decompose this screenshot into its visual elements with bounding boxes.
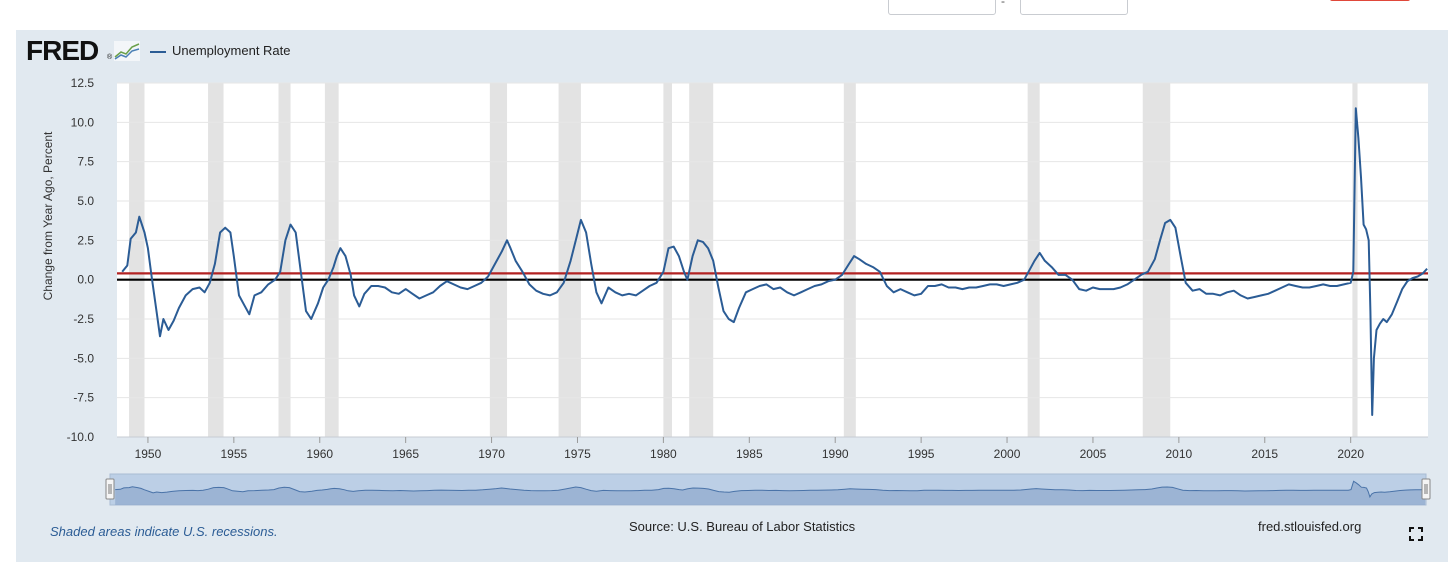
- navigator-series-area: [115, 481, 1426, 505]
- recession-band: [558, 83, 581, 437]
- x-tick-label: 1960: [306, 447, 333, 461]
- fred-graph-icon: [114, 41, 140, 61]
- recession-note: Shaded areas indicate U.S. recessions.: [50, 524, 278, 539]
- y-tick-label: 2.5: [77, 233, 94, 247]
- source-text: Source: U.S. Bureau of Labor Statistics: [629, 519, 856, 534]
- navigator-right-handle[interactable]: [1421, 478, 1431, 500]
- x-tick-label: 2015: [1251, 447, 1278, 461]
- fullscreen-icon[interactable]: [1409, 527, 1423, 541]
- recession-band: [689, 83, 714, 437]
- plot-area: [117, 83, 1428, 437]
- y-tick-label: 10.0: [71, 115, 95, 129]
- unemployment-chart[interactable]: 12.5 10.0 7.5 5.0 2.5 0.0 -2.5 -5.0 -7.5 -10.0 195…: [0, 0, 1456, 520]
- recession-band: [1142, 83, 1171, 437]
- recession-band: [489, 83, 508, 437]
- y-tick-label: 0.0: [77, 273, 94, 287]
- end-date-field[interactable]: [1020, 0, 1128, 15]
- site-link[interactable]: fred.stlouisfed.org: [1258, 519, 1362, 534]
- x-tick-label: 2020: [1337, 447, 1364, 461]
- edit-graph-button[interactable]: [1330, 0, 1410, 1]
- recession-band: [1352, 83, 1358, 437]
- y-tick-label: 5.0: [77, 194, 94, 208]
- x-tick-label: 1955: [220, 447, 247, 461]
- start-date-field[interactable]: [888, 0, 996, 15]
- x-tick-label: 1980: [650, 447, 677, 461]
- y-tick-label: -5.0: [73, 351, 94, 365]
- y-tick-label: 7.5: [77, 155, 94, 169]
- legend-swatch: [150, 51, 166, 53]
- navigator-left-handle[interactable]: [105, 478, 115, 500]
- page-top-strip: [0, 0, 1456, 30]
- recession-band: [278, 83, 291, 437]
- x-tick-label: 1965: [392, 447, 419, 461]
- navigator-series-line: [115, 480, 1426, 499]
- x-tick-label: 1975: [564, 447, 591, 461]
- series-line: [121, 107, 1428, 416]
- recession-band: [324, 83, 339, 437]
- recession-band: [1027, 83, 1040, 437]
- y-tick-label: -2.5: [73, 312, 94, 326]
- x-tick-label: 1970: [478, 447, 505, 461]
- y-tick-label: 12.5: [71, 76, 95, 90]
- x-tick-label: 2000: [994, 447, 1021, 461]
- y-tick-label: -10.0: [67, 430, 95, 444]
- recession-band: [129, 83, 145, 437]
- x-tick-label: 1985: [736, 447, 763, 461]
- fred-logo: FRED: [26, 35, 99, 66]
- y-tick-label: -7.5: [73, 391, 94, 405]
- x-tick-label: 2005: [1080, 447, 1107, 461]
- logo-registered-mark: ®: [107, 54, 113, 61]
- x-tick-label: 1990: [822, 447, 849, 461]
- date-range-separator: -: [1001, 0, 1005, 8]
- x-tick-label: 1995: [908, 447, 935, 461]
- recession-band: [843, 83, 856, 437]
- x-tick-label: 2010: [1166, 447, 1193, 461]
- x-tick-label: 1950: [135, 447, 162, 461]
- legend-label[interactable]: Unemployment Rate: [172, 43, 291, 58]
- recession-band: [663, 83, 672, 437]
